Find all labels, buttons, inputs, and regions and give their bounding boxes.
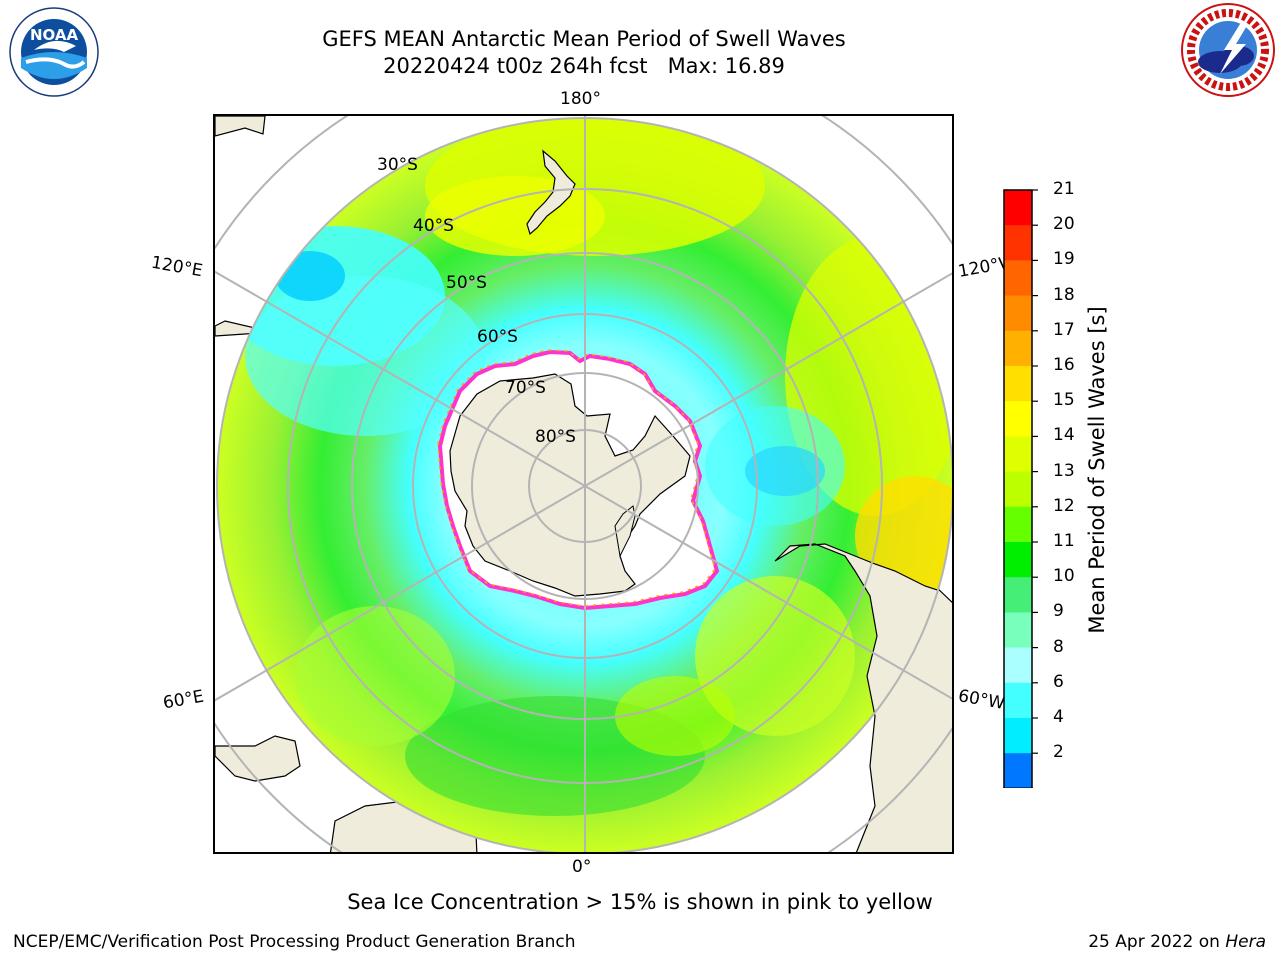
colorbar-tick-label: 8 <box>1053 636 1064 657</box>
lon-label-120e: 120°E <box>149 252 205 282</box>
colorbar-tick-label: 14 <box>1053 425 1075 446</box>
noaa-logo-icon: NOAA <box>4 6 104 102</box>
colorbar-tick-label: 6 <box>1053 671 1064 692</box>
colorbar-swatch <box>1004 612 1032 649</box>
colorbar-tick-label: 2 <box>1053 742 1064 763</box>
colorbar-swatch <box>1004 190 1032 226</box>
colorbar-swatch <box>1004 295 1032 332</box>
colorbar-tick-label: 13 <box>1053 460 1075 481</box>
colorbar-swatch <box>1004 542 1032 578</box>
colorbar-tick-label: 10 <box>1053 566 1075 587</box>
colorbar-swatch <box>1004 401 1032 437</box>
colorbar-swatch <box>1004 718 1032 754</box>
colorbar-swatch <box>1004 682 1032 719</box>
sea-ice-fringe <box>437 349 716 607</box>
footer-date: 25 Apr 2022 on Hera <box>1088 932 1266 952</box>
plot-title: GEFS MEAN Antarctic Mean Period of Swell… <box>322 27 846 51</box>
nws-logo-icon <box>1180 2 1276 102</box>
footer-credit: NCEP/EMC/Verification Post Processing Pr… <box>13 932 576 952</box>
colorbar-swatch <box>1004 436 1032 473</box>
colorbar-swatch <box>1004 225 1032 261</box>
colorbar-tick-label: 4 <box>1053 707 1064 727</box>
lon-label-0: 0° <box>572 857 592 877</box>
colorbar-swatch <box>1004 506 1032 543</box>
colorbar <box>1000 188 1040 819</box>
lat-label-70s: 70°S <box>505 378 546 398</box>
lat-label-30s: 30°S <box>377 155 418 175</box>
colorbar-swatch <box>1004 366 1032 402</box>
colorbar-tick-label: 17 <box>1053 319 1075 340</box>
lat-label-50s: 50°S <box>446 273 487 293</box>
new-zealand <box>526 149 576 236</box>
lon-label-60e: 60°E <box>161 686 206 714</box>
colorbar-tick-label: 12 <box>1053 495 1075 516</box>
colorbar-tick-label: 19 <box>1053 249 1075 270</box>
footer-machine: Hera <box>1225 932 1266 952</box>
lat-label-60s: 60°S <box>477 327 518 347</box>
colorbar-tick-label: 21 <box>1053 179 1075 199</box>
antarctica <box>449 373 691 597</box>
lon-label-60w: 60°W <box>956 686 1007 714</box>
colorbar-tick-label: 11 <box>1053 531 1075 551</box>
colorbar-label: Mean Period of Swell Waves [s] <box>1085 306 1109 634</box>
svg-text:NOAA: NOAA <box>30 26 79 44</box>
colorbar-swatch <box>1004 647 1032 684</box>
colorbar-swatch <box>1004 753 1032 789</box>
colorbar-tick-label: 16 <box>1053 355 1075 375</box>
plot-subtitle: 20220424 t00z 264h fcst Max: 16.89 <box>383 54 785 78</box>
lon-label-180: 180° <box>560 89 601 109</box>
colorbar-tick-label: 18 <box>1053 284 1075 305</box>
swell-patches <box>225 118 952 816</box>
colorbar-swatch <box>1004 260 1032 297</box>
colorbar-swatch <box>1004 330 1032 367</box>
colorbar-swatch <box>1004 577 1032 613</box>
colorbar-tick-label: 15 <box>1053 390 1075 411</box>
graticule <box>215 116 952 852</box>
colorbar-swatch <box>1004 471 1032 508</box>
colorbar-tick-label: 20 <box>1053 214 1075 235</box>
lat-label-80s: 80°S <box>535 427 576 447</box>
lat-label-40s: 40°S <box>413 216 454 236</box>
polar-map: 30°S 40°S 50°S 60°S 70°S 80°S <box>213 114 954 854</box>
sea-ice-note: Sea Ice Concentration > 15% is shown in … <box>347 890 933 914</box>
colorbar-tick-label: 9 <box>1053 601 1064 622</box>
